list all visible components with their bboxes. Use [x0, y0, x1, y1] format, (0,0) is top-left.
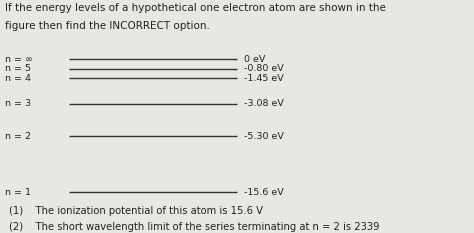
Text: n = 3: n = 3 [5, 99, 31, 108]
Text: -1.45 eV: -1.45 eV [244, 74, 284, 82]
Text: n = 2: n = 2 [5, 132, 31, 141]
Text: n = 4: n = 4 [5, 74, 31, 82]
Text: -5.30 eV: -5.30 eV [244, 132, 284, 141]
Text: (2)    The short wavelength limit of the series terminating at n = 2 is 2339: (2) The short wavelength limit of the se… [9, 222, 380, 232]
Text: (1)    The ionization potential of this atom is 15.6 V: (1) The ionization potential of this ato… [9, 206, 264, 216]
Text: -0.80 eV: -0.80 eV [244, 64, 284, 73]
Text: -15.6 eV: -15.6 eV [244, 188, 284, 197]
Text: figure then find the INCORRECT option.: figure then find the INCORRECT option. [5, 21, 210, 31]
Text: -3.08 eV: -3.08 eV [244, 99, 284, 108]
Text: If the energy levels of a hypothetical one electron atom are shown in the: If the energy levels of a hypothetical o… [5, 3, 386, 14]
Text: n = 1: n = 1 [5, 188, 31, 197]
Text: n = ∞: n = ∞ [5, 55, 33, 64]
Text: 0 eV: 0 eV [244, 55, 265, 64]
Text: n = 5: n = 5 [5, 64, 31, 73]
